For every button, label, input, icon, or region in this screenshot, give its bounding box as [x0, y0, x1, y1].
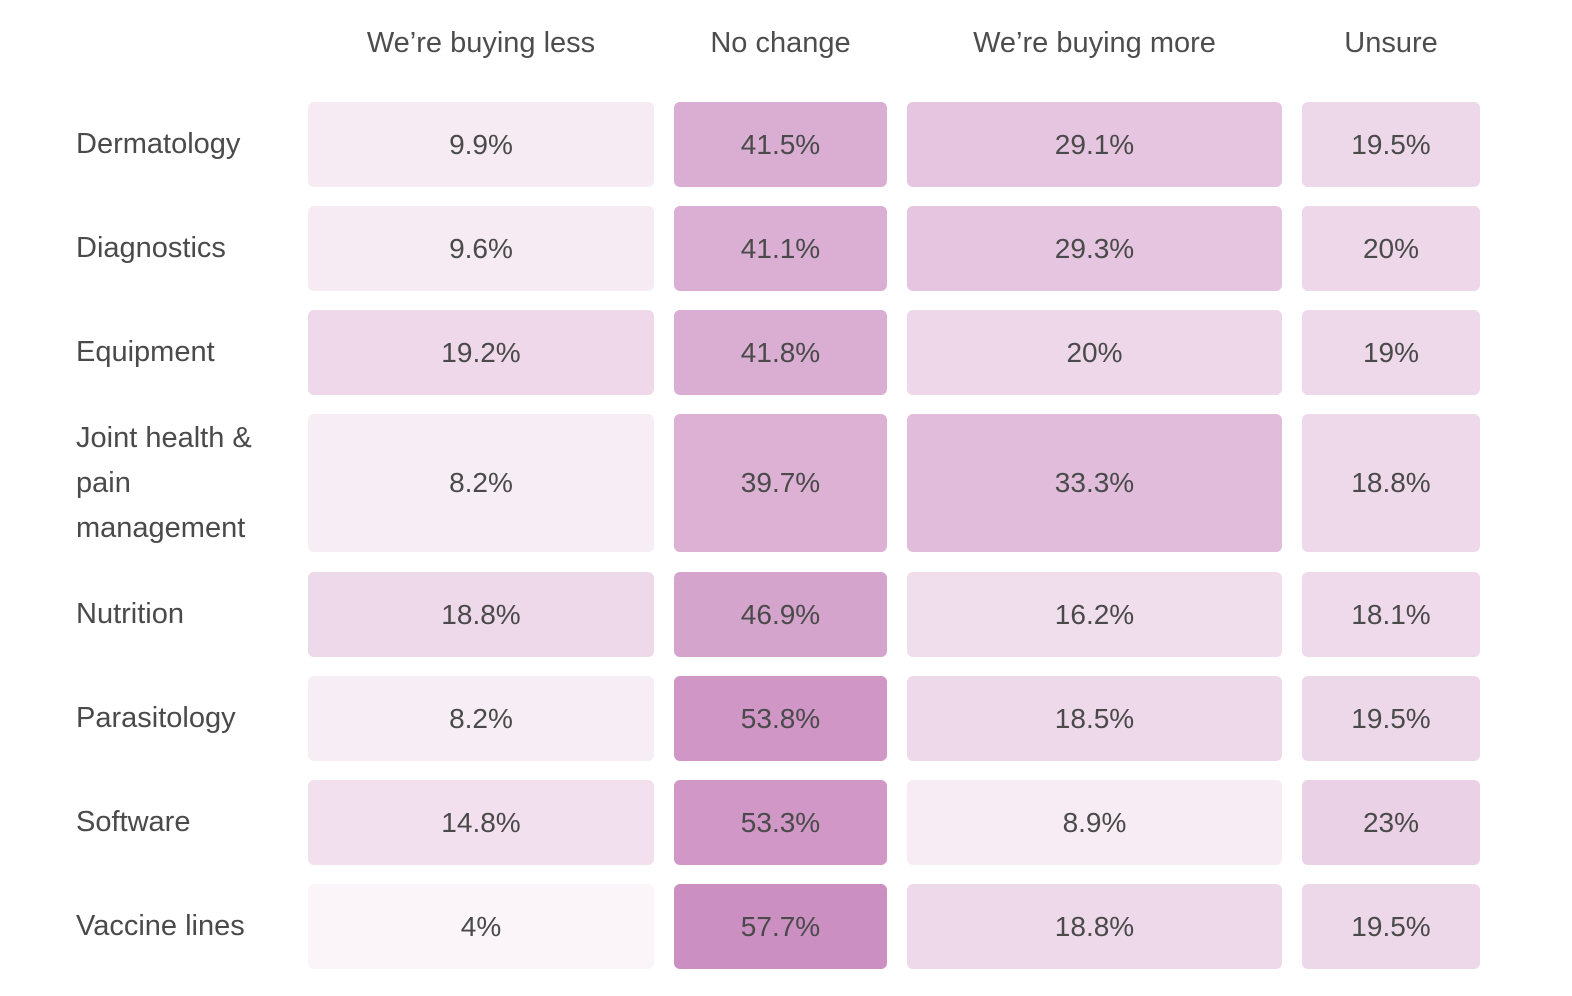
heatmap-cell: 41.5% [674, 102, 887, 187]
heatmap-cell: 29.3% [907, 206, 1282, 291]
row-label-text: Equipment [76, 336, 215, 368]
heatmap-cell: 53.8% [674, 676, 887, 761]
heatmap-cell: 18.1% [1302, 572, 1480, 657]
row-label: Software [76, 780, 190, 865]
heatmap-cell: 18.8% [1302, 414, 1480, 552]
row-label: Diagnostics [76, 206, 226, 291]
column-header: We’re buying less [366, 26, 596, 59]
heatmap-cell: 19% [1302, 310, 1480, 395]
heatmap-cell: 9.9% [308, 102, 654, 187]
heatmap-cell: 41.1% [674, 206, 887, 291]
row-label: Equipment [76, 310, 215, 395]
row-label: Parasitology [76, 676, 236, 761]
heatmap-cell: 8.2% [308, 414, 654, 552]
heatmap-cell: 18.8% [907, 884, 1282, 969]
heatmap-cell: 20% [1302, 206, 1480, 291]
heatmap-cell: 8.2% [308, 676, 654, 761]
heatmap-cell: 18.8% [308, 572, 654, 657]
heatmap-cell: 33.3% [907, 414, 1282, 552]
column-header: Unsure [1344, 26, 1438, 59]
heatmap-cell: 4% [308, 884, 654, 969]
heatmap-cell: 29.1% [907, 102, 1282, 187]
column-header: We’re buying more [973, 26, 1216, 59]
heatmap-cell: 57.7% [674, 884, 887, 969]
row-label-text: Dermatology [76, 128, 241, 160]
heatmap-cell: 19.5% [1302, 676, 1480, 761]
row-label-text: Software [76, 806, 191, 838]
row-label-text: Joint health & pain management [76, 421, 252, 544]
row-label-text: Parasitology [76, 702, 236, 734]
heatmap-cell: 53.3% [674, 780, 887, 865]
heatmap-cell: 19.5% [1302, 884, 1480, 969]
heatmap-cell: 23% [1302, 780, 1480, 865]
heatmap-cell: 19.5% [1302, 102, 1480, 187]
row-label-text: Nutrition [76, 598, 184, 630]
column-header: No change [710, 26, 851, 59]
row-label: Vaccine lines [76, 884, 245, 969]
heatmap-cell: 8.9% [907, 780, 1282, 865]
heatmap-cell: 18.5% [907, 676, 1282, 761]
heatmap-cell: 19.2% [308, 310, 654, 395]
row-label: Dermatology [76, 102, 240, 187]
heatmap-cell: 39.7% [674, 414, 887, 552]
row-label-text: Diagnostics [76, 232, 226, 264]
heatmap-cell: 14.8% [308, 780, 654, 865]
row-label: Nutrition [76, 572, 184, 657]
heatmap-cell: 20% [907, 310, 1282, 395]
heatmap-cell: 16.2% [907, 572, 1282, 657]
heatmap-cell: 9.6% [308, 206, 654, 291]
row-label-text: Vaccine lines [76, 910, 245, 942]
heatmap-cell: 46.9% [674, 572, 887, 657]
heatmap-cell: 41.8% [674, 310, 887, 395]
row-label: Joint health & pain management [76, 414, 276, 552]
